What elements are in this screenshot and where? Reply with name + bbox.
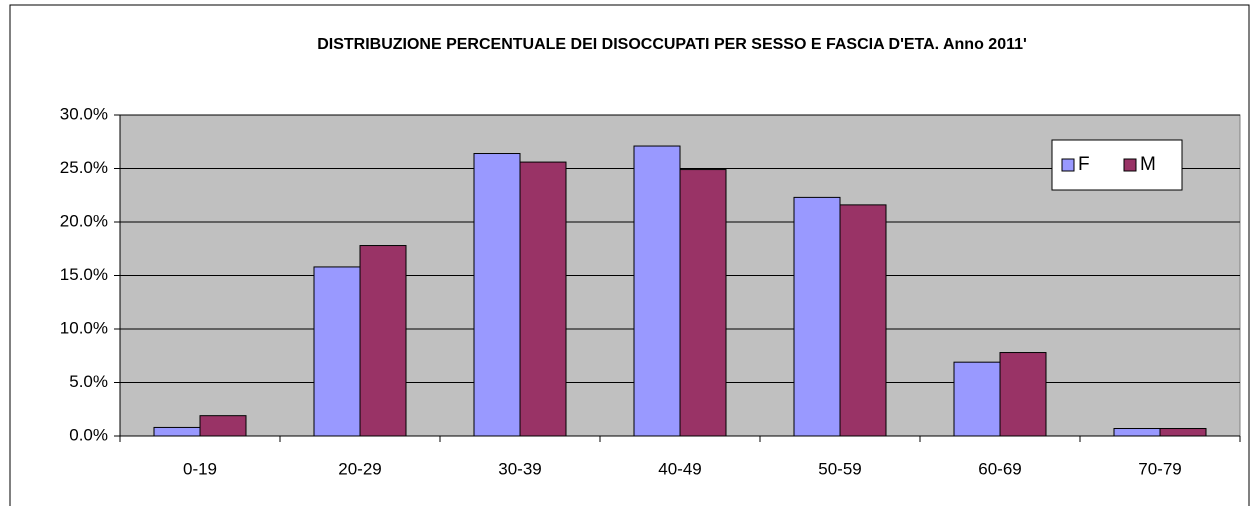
bar — [199, 415, 247, 437]
legend-swatch — [1061, 158, 1075, 172]
bar — [473, 153, 521, 437]
bar — [633, 145, 681, 437]
x-tick-label: 60-69 — [978, 459, 1021, 478]
bar — [359, 245, 407, 437]
bar — [793, 196, 841, 437]
bar — [999, 352, 1047, 437]
x-tick-label: 40-49 — [658, 459, 701, 478]
y-tick-label: 0.0% — [69, 425, 108, 444]
bar — [679, 169, 727, 437]
bar — [1159, 428, 1207, 437]
legend-label: M — [1140, 154, 1156, 175]
y-tick-label: 20.0% — [60, 211, 108, 230]
y-tick-label: 30.0% — [60, 104, 108, 123]
bar — [313, 266, 361, 437]
x-tick-label: 30-39 — [498, 459, 541, 478]
y-tick-label: 5.0% — [69, 372, 108, 391]
bar — [953, 361, 1001, 437]
x-tick-label: 70-79 — [1138, 459, 1181, 478]
bar — [839, 204, 887, 437]
x-tick-label: 20-29 — [338, 459, 381, 478]
bar — [1113, 428, 1161, 437]
y-tick-label: 15.0% — [60, 265, 108, 284]
legend-swatch — [1123, 158, 1137, 172]
x-tick-label: 0-19 — [183, 459, 217, 478]
y-tick-label: 25.0% — [60, 158, 108, 177]
x-tick-label: 50-59 — [818, 459, 861, 478]
y-tick-label: 10.0% — [60, 318, 108, 337]
bar — [519, 161, 567, 437]
chart-title: DISTRIBUZIONE PERCENTUALE DEI DISOCCUPAT… — [317, 36, 1027, 53]
bar — [153, 426, 201, 437]
legend-label: F — [1078, 154, 1090, 175]
